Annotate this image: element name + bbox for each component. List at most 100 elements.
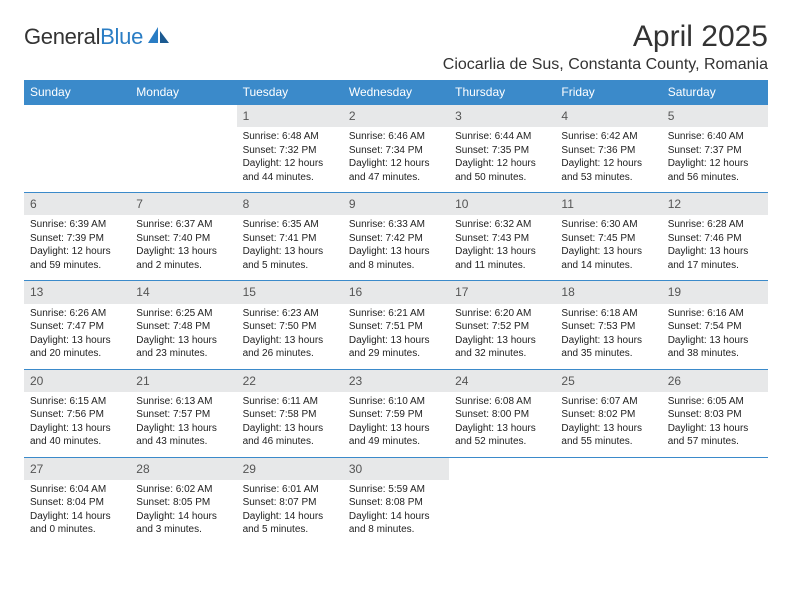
sunset-line: Sunset: 8:02 PM — [561, 408, 655, 422]
daylight-line: Daylight: 13 hours and 8 minutes. — [349, 245, 443, 272]
page-header: GeneralBlue April 2025 Ciocarlia de Sus,… — [24, 20, 768, 74]
sunrise-line: Sunrise: 6:16 AM — [668, 307, 762, 321]
day-content-cell: Sunrise: 6:02 AMSunset: 8:05 PMDaylight:… — [130, 480, 236, 545]
day-content-cell: Sunrise: 6:25 AMSunset: 7:48 PMDaylight:… — [130, 304, 236, 370]
daylight-line: Daylight: 13 hours and 52 minutes. — [455, 422, 549, 449]
day-content-cell: Sunrise: 6:35 AMSunset: 7:41 PMDaylight:… — [237, 215, 343, 281]
sunset-line: Sunset: 7:56 PM — [30, 408, 124, 422]
sunset-line: Sunset: 7:45 PM — [561, 232, 655, 246]
daylight-line: Daylight: 12 hours and 59 minutes. — [30, 245, 124, 272]
sunset-line: Sunset: 7:46 PM — [668, 232, 762, 246]
day-content-cell: Sunrise: 6:07 AMSunset: 8:02 PMDaylight:… — [555, 392, 661, 458]
day-number-cell: 5 — [662, 105, 768, 128]
sunrise-line: Sunrise: 6:37 AM — [136, 218, 230, 232]
sunrise-line: Sunrise: 6:21 AM — [349, 307, 443, 321]
sunset-line: Sunset: 8:04 PM — [30, 496, 124, 510]
sunrise-line: Sunrise: 6:05 AM — [668, 395, 762, 409]
title-block: April 2025 Ciocarlia de Sus, Constanta C… — [443, 20, 768, 74]
sunrise-line: Sunrise: 6:01 AM — [243, 483, 337, 497]
logo-part1: General — [24, 24, 100, 49]
day-number-cell: 2 — [343, 105, 449, 128]
sunset-line: Sunset: 7:58 PM — [243, 408, 337, 422]
sunset-line: Sunset: 7:47 PM — [30, 320, 124, 334]
week-content-row: Sunrise: 6:48 AMSunset: 7:32 PM Daylight:… — [24, 127, 768, 193]
day-content-cell: Sunrise: 6:28 AMSunset: 7:46 PMDaylight:… — [662, 215, 768, 281]
day-content-cell: Sunrise: 6:20 AMSunset: 7:52 PMDaylight:… — [449, 304, 555, 370]
day-number-cell: 16 — [343, 281, 449, 304]
day-number-cell — [555, 457, 661, 480]
day-number-cell: 13 — [24, 281, 130, 304]
week-daynum-row: 27282930 — [24, 457, 768, 480]
day-content-cell — [662, 480, 768, 545]
sunset-line: Sunset: 7:35 PM — [455, 144, 549, 158]
daylight-line: Daylight: 14 hours and 8 minutes. — [349, 510, 443, 537]
daylight-line: Daylight: 13 hours and 55 minutes. — [561, 422, 655, 449]
daylight-line: Daylight: 13 hours and 11 minutes. — [455, 245, 549, 272]
sunset-line: Sunset: 7:43 PM — [455, 232, 549, 246]
sunrise-line: Sunrise: 6:32 AM — [455, 218, 549, 232]
daylight-line: Daylight: 14 hours and 5 minutes. — [243, 510, 337, 537]
sunset-line: Sunset: 7:42 PM — [349, 232, 443, 246]
day-number-cell: 6 — [24, 193, 130, 216]
sunset-line: Sunset: 8:00 PM — [455, 408, 549, 422]
day-content-cell — [449, 480, 555, 545]
sunset-line: Sunset: 8:07 PM — [243, 496, 337, 510]
sunrise-line: Sunrise: 6:15 AM — [30, 395, 124, 409]
calendar-table: Sunday Monday Tuesday Wednesday Thursday… — [24, 80, 768, 545]
sunset-line: Sunset: 7:57 PM — [136, 408, 230, 422]
sunrise-line: Sunrise: 6:08 AM — [455, 395, 549, 409]
day-number-cell: 17 — [449, 281, 555, 304]
daylight-line: Daylight: 12 hours and 47 minutes. — [349, 157, 443, 184]
day-header: Wednesday — [343, 80, 449, 105]
daylight-line: Daylight: 13 hours and 35 minutes. — [561, 334, 655, 361]
sunrise-line: Sunrise: 6:39 AM — [30, 218, 124, 232]
day-number-cell: 21 — [130, 369, 236, 392]
month-title: April 2025 — [443, 20, 768, 54]
day-content-cell: Sunrise: 6:05 AMSunset: 8:03 PMDaylight:… — [662, 392, 768, 458]
daylight-line: Daylight: 13 hours and 14 minutes. — [561, 245, 655, 272]
calendar-page: GeneralBlue April 2025 Ciocarlia de Sus,… — [0, 0, 792, 565]
day-header: Thursday — [449, 80, 555, 105]
week-daynum-row: 20212223242526 — [24, 369, 768, 392]
daylight-line: Daylight: 12 hours and 56 minutes. — [668, 157, 762, 184]
sunrise-line: Sunrise: 6:35 AM — [243, 218, 337, 232]
daylight-line: Daylight: 13 hours and 43 minutes. — [136, 422, 230, 449]
sunrise-line: Sunrise: 6:04 AM — [30, 483, 124, 497]
day-content-cell: Sunrise: 6:21 AMSunset: 7:51 PMDaylight:… — [343, 304, 449, 370]
sunrise-line: Sunrise: 6:18 AM — [561, 307, 655, 321]
sunrise-line: Sunrise: 6:13 AM — [136, 395, 230, 409]
sunset-line: Sunset: 7:59 PM — [349, 408, 443, 422]
daylight-line: Daylight: 13 hours and 17 minutes. — [668, 245, 762, 272]
day-number-cell: 15 — [237, 281, 343, 304]
day-number-cell: 4 — [555, 105, 661, 128]
day-number-cell: 14 — [130, 281, 236, 304]
day-number-cell: 18 — [555, 281, 661, 304]
sunset-line: Sunset: 7:52 PM — [455, 320, 549, 334]
sunrise-line: Sunrise: 6:44 AM — [455, 130, 549, 144]
sunrise-line: Sunrise: 6:30 AM — [561, 218, 655, 232]
sunrise-line: Sunrise: 6:46 AM — [349, 130, 443, 144]
sunrise-line: Sunrise: 6:02 AM — [136, 483, 230, 497]
sunrise-line: Sunrise: 6:07 AM — [561, 395, 655, 409]
sunrise-line: Sunrise: 6:42 AM — [561, 130, 655, 144]
day-number-cell — [449, 457, 555, 480]
sunset-line: Sunset: 7:53 PM — [561, 320, 655, 334]
week-content-row: Sunrise: 6:04 AMSunset: 8:04 PMDaylight:… — [24, 480, 768, 545]
day-content-cell: Sunrise: 6:04 AMSunset: 8:04 PMDaylight:… — [24, 480, 130, 545]
day-number-cell: 23 — [343, 369, 449, 392]
daylight-line: Daylight: 12 hours and 50 minutes. — [455, 157, 549, 184]
day-content-cell: Sunrise: 6:01 AMSunset: 8:07 PMDaylight:… — [237, 480, 343, 545]
day-content-cell: Sunrise: 6:39 AMSunset: 7:39 PMDaylight:… — [24, 215, 130, 281]
day-number-cell: 30 — [343, 457, 449, 480]
sunrise-line: Sunrise: 6:28 AM — [668, 218, 762, 232]
day-content-cell: Sunrise: 6:26 AMSunset: 7:47 PMDaylight:… — [24, 304, 130, 370]
daylight-line: Daylight: 14 hours and 0 minutes. — [30, 510, 124, 537]
day-number-cell — [24, 105, 130, 128]
day-content-cell: Sunrise: 6:16 AMSunset: 7:54 PMDaylight:… — [662, 304, 768, 370]
sunrise-line: Sunrise: 6:10 AM — [349, 395, 443, 409]
sunset-line: Sunset: 7:51 PM — [349, 320, 443, 334]
day-number-cell: 27 — [24, 457, 130, 480]
sunrise-line: Sunrise: 6:48 AM — [243, 130, 337, 144]
sunset-line: Sunset: 7:32 PM — [243, 144, 337, 158]
sunset-line: Sunset: 8:08 PM — [349, 496, 443, 510]
